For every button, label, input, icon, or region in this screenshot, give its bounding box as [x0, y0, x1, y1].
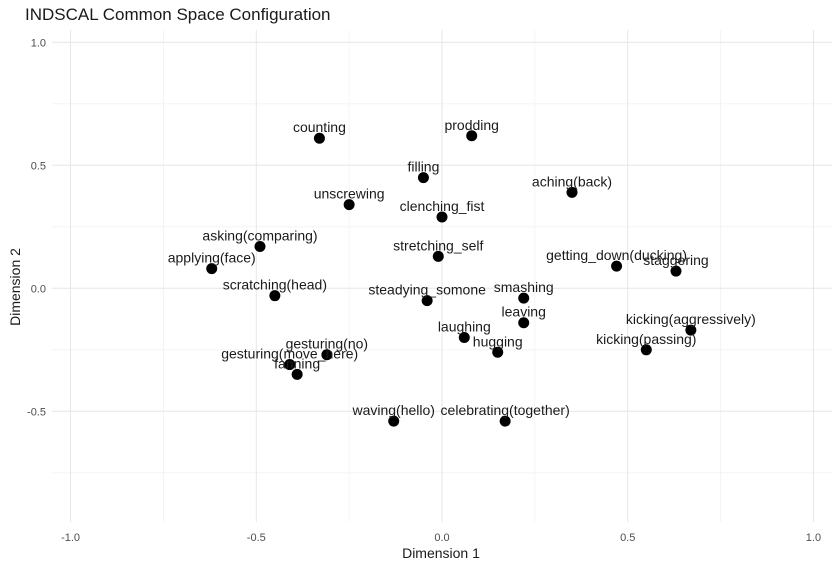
- data-point: [254, 240, 266, 252]
- point-label: scratching(head): [223, 277, 327, 293]
- data-point: [458, 332, 470, 343]
- y-axis-title: Dimension 2: [7, 248, 23, 326]
- data-point: [566, 186, 578, 198]
- point-label: applying(face): [168, 250, 256, 266]
- x-tick-label: 0.0: [434, 532, 449, 544]
- grid: [52, 30, 832, 522]
- data-point: [343, 199, 355, 211]
- point-label: steadying_somone: [368, 282, 486, 298]
- data-point: [611, 260, 623, 272]
- x-tick-label: -1.0: [61, 532, 80, 544]
- point-label: clenching_fist: [400, 198, 485, 214]
- point-label: celebrating(together): [441, 402, 570, 418]
- y-tick-label: 0.0: [31, 283, 46, 295]
- data-point: [284, 359, 296, 371]
- y-tick-label: 0.5: [31, 160, 46, 172]
- point-label: prodding: [444, 117, 499, 133]
- point-label: staggering: [643, 252, 708, 268]
- point-label: unscrewing: [314, 186, 385, 202]
- data-point: [670, 265, 682, 277]
- point-label: gesturing(no): [286, 336, 369, 352]
- data-point: [640, 344, 652, 356]
- data-point: [492, 346, 504, 358]
- data-point: [518, 317, 530, 329]
- axis-ticks: -1.0 -0.5 0.0 0.5 1.0 -0.5 0.0 0.5 1.0: [27, 37, 821, 544]
- point-label: counting: [293, 119, 346, 135]
- point-label: kicking(passing): [596, 331, 696, 347]
- point-label: hugging: [473, 333, 523, 349]
- data-point: [313, 132, 325, 144]
- point-label: kicking(aggressively): [626, 311, 756, 327]
- data-point: [206, 263, 218, 275]
- point-label: getting_down(ducking): [546, 247, 687, 263]
- point-label: gesturing(move_here): [221, 346, 358, 362]
- data-point: [321, 349, 333, 361]
- data-point: [499, 415, 511, 427]
- x-axis-title: Dimension 1: [402, 545, 480, 561]
- point-label: stretching_self: [393, 237, 483, 253]
- data-points: [206, 130, 697, 427]
- point-label: waving(hello): [351, 402, 434, 418]
- data-point: [685, 324, 697, 336]
- data-point: [291, 368, 303, 380]
- point-label: smashing: [494, 279, 554, 295]
- chart-title: INDSCAL Common Space Configuration: [25, 5, 331, 24]
- point-label: laughing: [438, 319, 491, 335]
- y-tick-label: 1.0: [31, 37, 46, 49]
- data-point: [421, 295, 433, 307]
- point-label: asking(comparing): [202, 227, 317, 243]
- x-tick-label: -0.5: [247, 532, 266, 544]
- data-point: [269, 290, 281, 302]
- data-point: [417, 172, 429, 184]
- data-point: [436, 211, 448, 223]
- point-label: filling: [407, 159, 439, 175]
- point-labels: counting prodding filling aching(back) unscr…: [168, 117, 756, 418]
- data-point: [432, 250, 444, 262]
- x-tick-label: 1.0: [806, 532, 821, 544]
- data-point: [518, 292, 530, 304]
- data-point: [466, 130, 478, 142]
- point-label: fanning: [274, 355, 320, 371]
- x-tick-label: 0.5: [620, 532, 635, 544]
- y-tick-label: -0.5: [27, 406, 46, 418]
- data-point: [388, 415, 400, 427]
- point-label: aching(back): [532, 173, 612, 189]
- point-label: leaving: [502, 304, 546, 320]
